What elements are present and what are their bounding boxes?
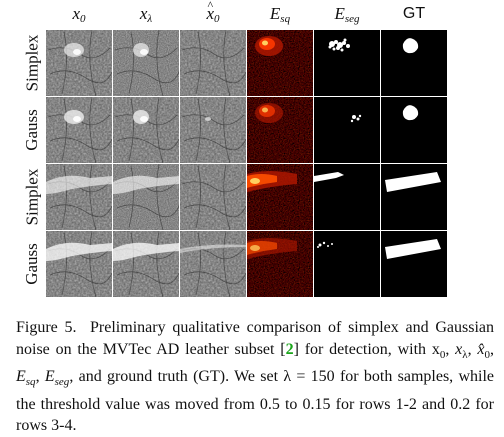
row-label-simplex-2: Simplex	[22, 168, 42, 226]
panel-x0-hat-row-1	[180, 30, 246, 96]
column-header-x0-hat: x0	[180, 0, 246, 30]
caption-text-1: Preliminary qualitative comparison of si…	[16, 319, 494, 358]
panel-gt-row-2	[381, 97, 447, 163]
caption-text-2: ] for detection, with x	[293, 340, 440, 358]
panel-gt-row-4	[381, 231, 447, 297]
row-label-simplex-1: Simplex	[22, 34, 42, 92]
panel-e-seg-row-3	[314, 164, 380, 230]
figure-caption: Figure 5. Preliminary qualitative compar…	[16, 319, 495, 435]
panel-x-lambda-row-1	[113, 30, 179, 96]
panel-e-seg-row-4	[314, 231, 380, 297]
panel-e-seg-row-1	[314, 30, 380, 96]
panel-e-sq-row-2	[247, 97, 313, 163]
panel-x0-row-4	[46, 231, 112, 297]
panel-e-sq-row-1	[247, 30, 313, 96]
panel-e-seg-row-2	[314, 97, 380, 163]
panel-x0-hat-row-2	[180, 97, 246, 163]
column-header-gt: GT	[402, 5, 426, 22]
panel-e-sq-row-4	[247, 231, 313, 297]
panel-x-lambda-row-4	[113, 231, 179, 297]
row-label-gauss-2: Gauss	[22, 243, 41, 285]
panel-x0-row-2	[46, 97, 112, 163]
citation-link[interactable]: 2	[285, 340, 294, 358]
caption-text-3: , and ground truth (GT). We set λ = 150 …	[16, 368, 495, 435]
panel-gt-row-1	[381, 30, 447, 96]
panel-x0-hat-row-4	[180, 231, 246, 297]
panel-x-lambda-row-2	[113, 97, 179, 163]
column-header-e-seg: Eseg	[334, 4, 360, 25]
panel-x0-row-3	[46, 164, 112, 230]
panel-x0-hat-row-3	[180, 164, 246, 230]
panel-x0-row-1	[46, 30, 112, 96]
row-label-gauss-1: Gauss	[22, 109, 41, 151]
panel-e-sq-row-3	[247, 164, 313, 230]
panel-x-lambda-row-3	[113, 164, 179, 230]
column-header-x0: x0	[72, 4, 86, 25]
panel-gt-row-3	[381, 164, 447, 230]
column-header-e-sq: Esq	[269, 4, 291, 25]
figure-label: Figure 5.	[16, 319, 77, 336]
column-header-x-lambda: xλ	[139, 4, 153, 25]
